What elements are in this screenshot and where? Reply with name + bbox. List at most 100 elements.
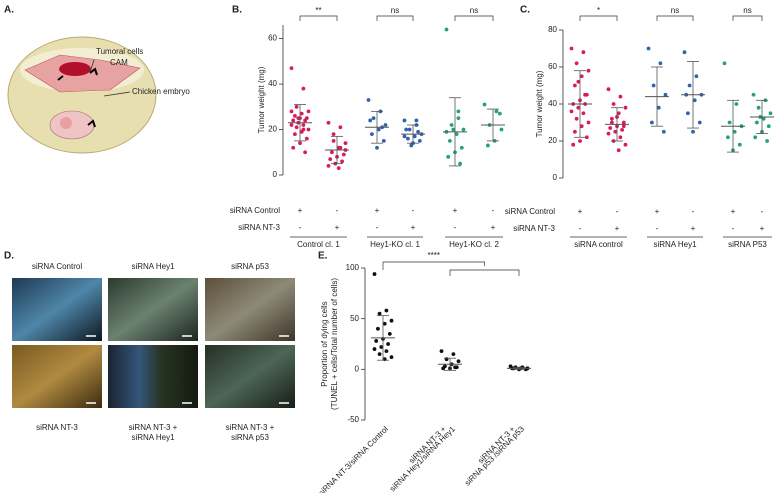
significance-label: ** bbox=[315, 6, 321, 15]
condition-sign: - bbox=[336, 206, 339, 215]
image-label: siRNA p53 bbox=[231, 262, 269, 271]
pointer bbox=[89, 59, 95, 73]
data-point bbox=[417, 139, 422, 143]
data-point bbox=[613, 129, 618, 134]
y-tick-label: 0 bbox=[553, 173, 558, 182]
data-point bbox=[330, 150, 334, 155]
pointer bbox=[103, 91, 131, 97]
data-point bbox=[732, 129, 737, 134]
y-tick-label: 60 bbox=[548, 62, 557, 71]
data-point bbox=[372, 272, 377, 276]
data-point bbox=[416, 129, 420, 134]
data-point bbox=[294, 125, 299, 130]
condition-sign: - bbox=[616, 207, 619, 216]
data-point bbox=[697, 120, 702, 125]
data-point bbox=[694, 74, 699, 79]
y-tick-label: 60 bbox=[268, 34, 277, 43]
micrograph bbox=[108, 345, 198, 408]
condition-sign: + bbox=[691, 224, 696, 233]
significance-label: ns bbox=[470, 6, 478, 15]
data-point bbox=[372, 347, 377, 351]
data-point bbox=[379, 345, 384, 349]
data-point bbox=[608, 126, 613, 130]
data-point bbox=[494, 109, 499, 114]
data-point bbox=[620, 127, 624, 132]
significance-label: ns bbox=[671, 6, 679, 15]
data-point bbox=[389, 355, 394, 360]
data-point bbox=[579, 124, 584, 129]
data-point bbox=[451, 127, 456, 132]
data-point bbox=[454, 132, 459, 136]
data-point bbox=[402, 134, 407, 139]
cluster-label: Control cl. 1 bbox=[297, 240, 340, 249]
data-point bbox=[340, 159, 344, 164]
data-point bbox=[610, 116, 614, 121]
condition-sign: + bbox=[375, 206, 380, 215]
cluster-label: Hey1-KO cl. 2 bbox=[449, 240, 499, 249]
data-point bbox=[293, 132, 297, 136]
condition-sign: + bbox=[655, 207, 660, 216]
data-point bbox=[569, 109, 574, 114]
data-point bbox=[616, 111, 621, 116]
data-point bbox=[384, 349, 389, 353]
data-point bbox=[306, 109, 311, 114]
cluster-label: siRNA P53 bbox=[728, 240, 767, 249]
data-point bbox=[343, 141, 348, 146]
data-point bbox=[414, 118, 419, 123]
data-point bbox=[291, 118, 296, 123]
data-point bbox=[386, 342, 390, 346]
data-point bbox=[687, 83, 692, 88]
data-point bbox=[646, 46, 651, 51]
data-point bbox=[574, 116, 579, 121]
significance-label: ns bbox=[391, 6, 399, 15]
data-point bbox=[734, 102, 739, 106]
data-point bbox=[726, 135, 730, 140]
data-point bbox=[441, 366, 446, 371]
data-point bbox=[682, 50, 687, 55]
data-point bbox=[301, 86, 306, 91]
cluster-label: Hey1-KO cl. 1 bbox=[370, 240, 420, 249]
data-point bbox=[651, 83, 656, 88]
data-point bbox=[586, 120, 591, 125]
condition-sign: + bbox=[491, 223, 496, 232]
diagram-label: Tumoral cells bbox=[96, 47, 143, 56]
data-point bbox=[382, 321, 387, 326]
data-point bbox=[377, 311, 382, 316]
micrograph bbox=[12, 345, 102, 408]
data-point bbox=[294, 104, 299, 109]
micrograph bbox=[12, 278, 102, 341]
condition-sign: + bbox=[453, 206, 458, 215]
data-point bbox=[289, 109, 294, 114]
panel-label: B. bbox=[232, 5, 242, 16]
significance-bracket bbox=[579, 15, 618, 21]
tumor bbox=[59, 62, 91, 76]
data-point bbox=[331, 139, 336, 143]
data-point bbox=[296, 116, 301, 121]
scale-bars bbox=[86, 335, 289, 404]
y-tick-label: 20 bbox=[268, 125, 277, 134]
image-label: siRNA Hey1 bbox=[131, 433, 175, 442]
data-point bbox=[377, 352, 382, 357]
data-point bbox=[571, 142, 576, 147]
data-point bbox=[581, 111, 586, 116]
data-point bbox=[459, 145, 464, 150]
data-point bbox=[579, 74, 584, 79]
y-tick-label: 0 bbox=[355, 364, 360, 373]
data-point bbox=[449, 123, 454, 127]
data-point bbox=[389, 318, 394, 323]
y-tick-label: 40 bbox=[268, 79, 277, 88]
data-point bbox=[374, 339, 379, 343]
data-point bbox=[623, 105, 628, 110]
y-axis-label: Tumor weight (mg) bbox=[535, 70, 544, 137]
data-point bbox=[376, 127, 381, 132]
data-point bbox=[326, 120, 331, 125]
data-point bbox=[368, 118, 373, 123]
data-point bbox=[618, 94, 623, 99]
data-point bbox=[303, 150, 307, 155]
data-point bbox=[456, 359, 461, 364]
data-point bbox=[375, 145, 379, 150]
data-point bbox=[366, 98, 371, 102]
panel-label: D. bbox=[4, 251, 14, 262]
image-label: siRNA p53 bbox=[231, 433, 269, 442]
